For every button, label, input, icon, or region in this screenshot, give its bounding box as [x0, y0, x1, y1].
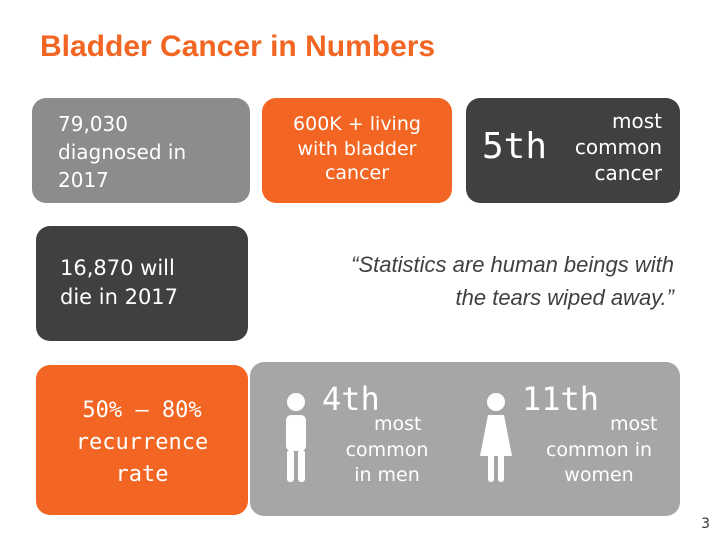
statistics-quote: “Statistics are human beings with the te… [351, 252, 674, 310]
female-person-icon [478, 392, 514, 488]
women-rank-text-first: most [610, 413, 658, 435]
recurrence-stat-box: 50% – 80% recurrence rate [36, 365, 248, 515]
men-rank-text-first: most [374, 413, 422, 435]
living-stat-box: 600K + living with bladder cancer [262, 98, 452, 203]
gender-rank-box: 4th most common in men 11th most common … [250, 362, 680, 516]
male-person-icon [282, 392, 310, 488]
men-rank-text: common in men [345, 439, 429, 486]
women-rank-text: common in women [545, 439, 653, 486]
recurrence-stat-text: 50% – 80% recurrence rate [75, 398, 209, 487]
cancer-rank-text: most common cancer [574, 109, 662, 185]
cancer-rank-box: 5th most common cancer [466, 98, 680, 203]
deaths-stat-text: 16,870 will die in 2017 [60, 256, 179, 310]
living-stat-text: 600K + living with bladder cancer [293, 113, 421, 185]
page-number: 3 [701, 516, 710, 532]
women-rank-number: 11th [522, 380, 600, 418]
diagnosed-stat-text: 79,030 diagnosed in 2017 [58, 112, 187, 192]
diagnosed-stat-box: 79,030 diagnosed in 2017 [32, 98, 250, 203]
men-rank-number: 4th [322, 380, 380, 418]
deaths-stat-box: 16,870 will die in 2017 [36, 226, 248, 341]
cancer-rank-number: 5th [482, 126, 548, 167]
slide-title: Bladder Cancer in Numbers [40, 30, 436, 63]
